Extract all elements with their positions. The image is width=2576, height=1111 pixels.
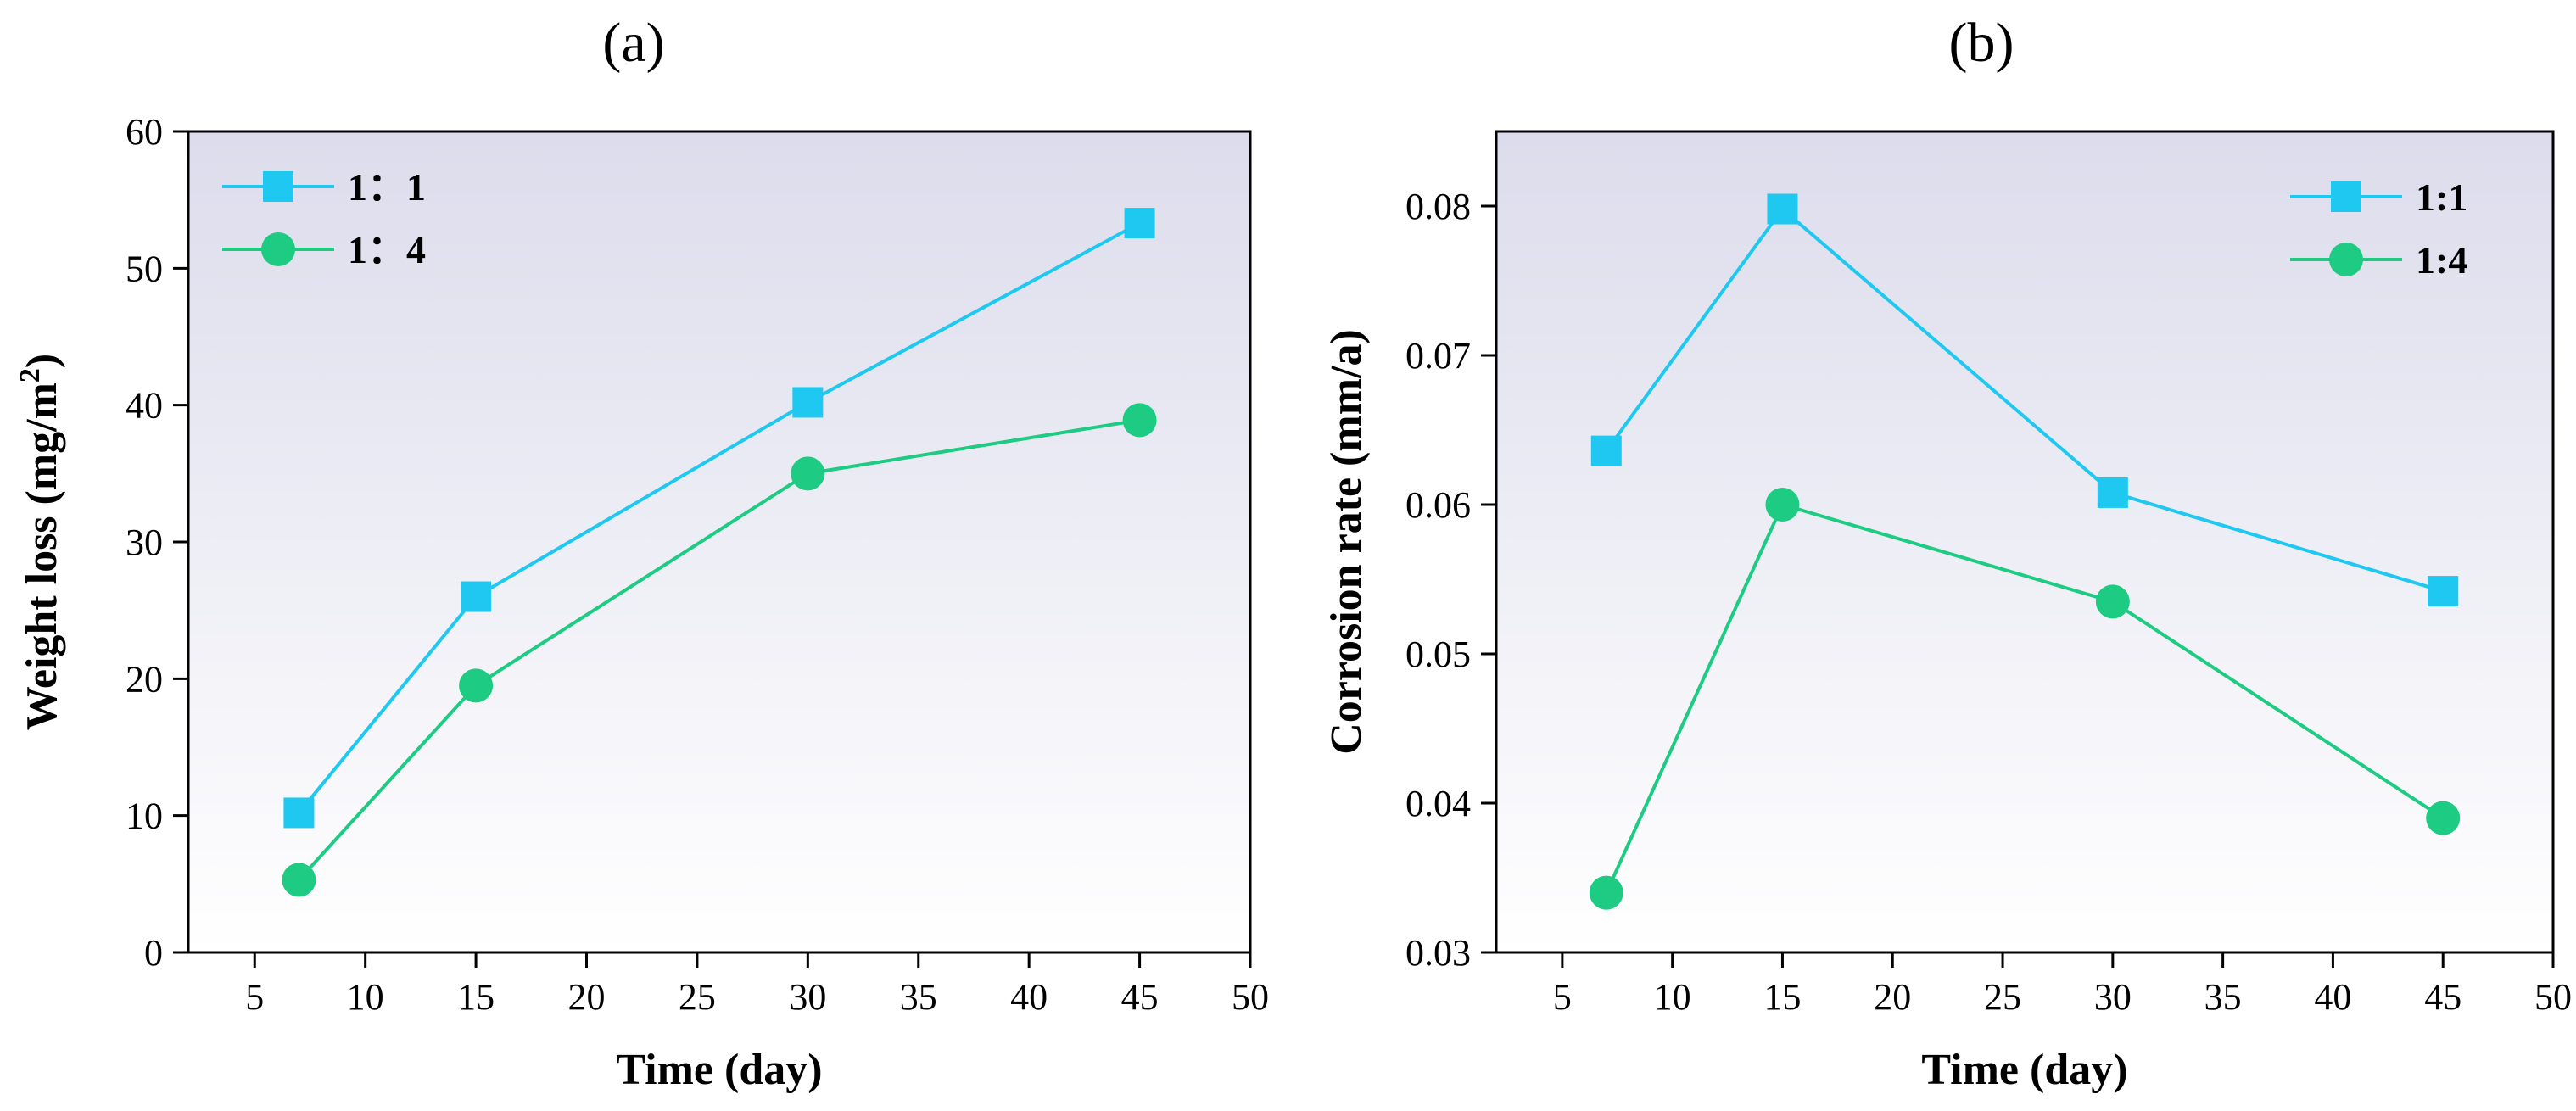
x-tick-label: 10 — [347, 976, 384, 1018]
series-line-1 — [1605, 206, 2444, 593]
x-tick-label: 40 — [1010, 976, 1048, 1018]
y-tick-label: 0.07 — [1405, 335, 1471, 377]
x-axis-title: Time (day) — [1921, 1046, 2127, 1094]
x-tick-label: 20 — [568, 976, 606, 1018]
x-tick-label: 25 — [679, 976, 716, 1018]
y-tick-label: 10 — [126, 796, 163, 837]
x-tick-label: 50 — [1232, 976, 1269, 1018]
data-point-circle — [791, 456, 825, 491]
data-point-circle — [2426, 801, 2461, 835]
x-tick-label: 5 — [1553, 976, 1572, 1018]
legend-label: 1：4 — [348, 228, 426, 271]
y-tick-label: 0.05 — [1405, 634, 1471, 675]
y-axis-title: Weight loss (mg/m2) — [14, 354, 66, 731]
y-tick-label: 0.03 — [1405, 932, 1471, 974]
series-line-1 — [297, 221, 1141, 814]
legend-marker-circle — [261, 232, 295, 266]
y-tick-label: 0.06 — [1405, 484, 1471, 526]
data-point-circle — [1122, 403, 1157, 438]
chart-panel-a: (a) 5 10 15 20 25 30 35 40 45 50 0 10 20 30 40 50 60 Time … — [14, 12, 1269, 1094]
x-tick-label: 45 — [1121, 976, 1159, 1018]
x-tick-label: 30 — [789, 976, 826, 1018]
data-point-square — [461, 581, 492, 612]
data-point-circle — [282, 863, 316, 897]
data-point-square — [1767, 193, 1798, 225]
x-tick-label: 40 — [2314, 976, 2351, 1018]
panel-label: (b) — [1949, 12, 2014, 74]
y-tick-label: 0.04 — [1405, 783, 1471, 824]
x-tick-label: 15 — [1763, 976, 1801, 1018]
x-tick-label: 35 — [2204, 976, 2242, 1018]
y-tick-label: 20 — [126, 658, 163, 700]
chart-panel-b: (b) 5 10 15 20 25 30 35 40 45 50 0.03 0.04 0.05 0.06 0.… — [1322, 12, 2572, 1094]
data-point-square — [1124, 208, 1155, 239]
series-line-2 — [1604, 502, 2445, 894]
legend-label: 1:1 — [2416, 176, 2467, 219]
x-tick-label: 25 — [1984, 976, 2021, 1018]
legend-marker-square — [263, 171, 293, 202]
plot-background — [1496, 131, 2553, 952]
data-point-square — [1590, 435, 1622, 466]
y-tick-label: 0.08 — [1405, 186, 1471, 227]
x-tick-label: 15 — [457, 976, 495, 1018]
x-tick-label: 5 — [245, 976, 264, 1018]
data-point-circle — [1765, 488, 1800, 522]
data-point-square — [283, 797, 315, 829]
data-point-square — [2097, 477, 2128, 508]
y-tick-label: 30 — [126, 522, 163, 563]
data-point-circle — [459, 668, 494, 703]
panel-label: (a) — [602, 12, 664, 74]
plot-frame — [187, 130, 1252, 954]
legend-marker-circle — [2329, 243, 2363, 276]
data-point-square — [2428, 576, 2459, 607]
y-tick-label: 40 — [126, 385, 163, 427]
y-axis-title: Corrosion rate (mm/a) — [1322, 329, 1371, 755]
y-tick-label: 50 — [126, 248, 163, 289]
series-line-2 — [297, 418, 1140, 881]
x-tick-label: 50 — [2534, 976, 2572, 1018]
x-tick-label: 10 — [1654, 976, 1691, 1018]
plot-frame — [1495, 130, 2555, 954]
x-tick-label: 35 — [900, 976, 937, 1018]
x-axis-title: Time (day) — [616, 1046, 822, 1094]
legend-label: 1:4 — [2416, 238, 2467, 282]
y-tick-label: 0 — [144, 932, 163, 974]
x-tick-label: 45 — [2424, 976, 2461, 1018]
data-point-square — [792, 387, 824, 418]
legend-marker-square — [2331, 181, 2361, 212]
legend-label: 1：1 — [348, 165, 426, 209]
data-point-circle — [2095, 584, 2130, 619]
data-point-circle — [1589, 875, 1623, 910]
x-tick-label: 30 — [2094, 976, 2132, 1018]
y-tick-label: 60 — [126, 111, 163, 153]
plot-background — [188, 131, 1250, 952]
x-tick-label: 20 — [1874, 976, 1911, 1018]
